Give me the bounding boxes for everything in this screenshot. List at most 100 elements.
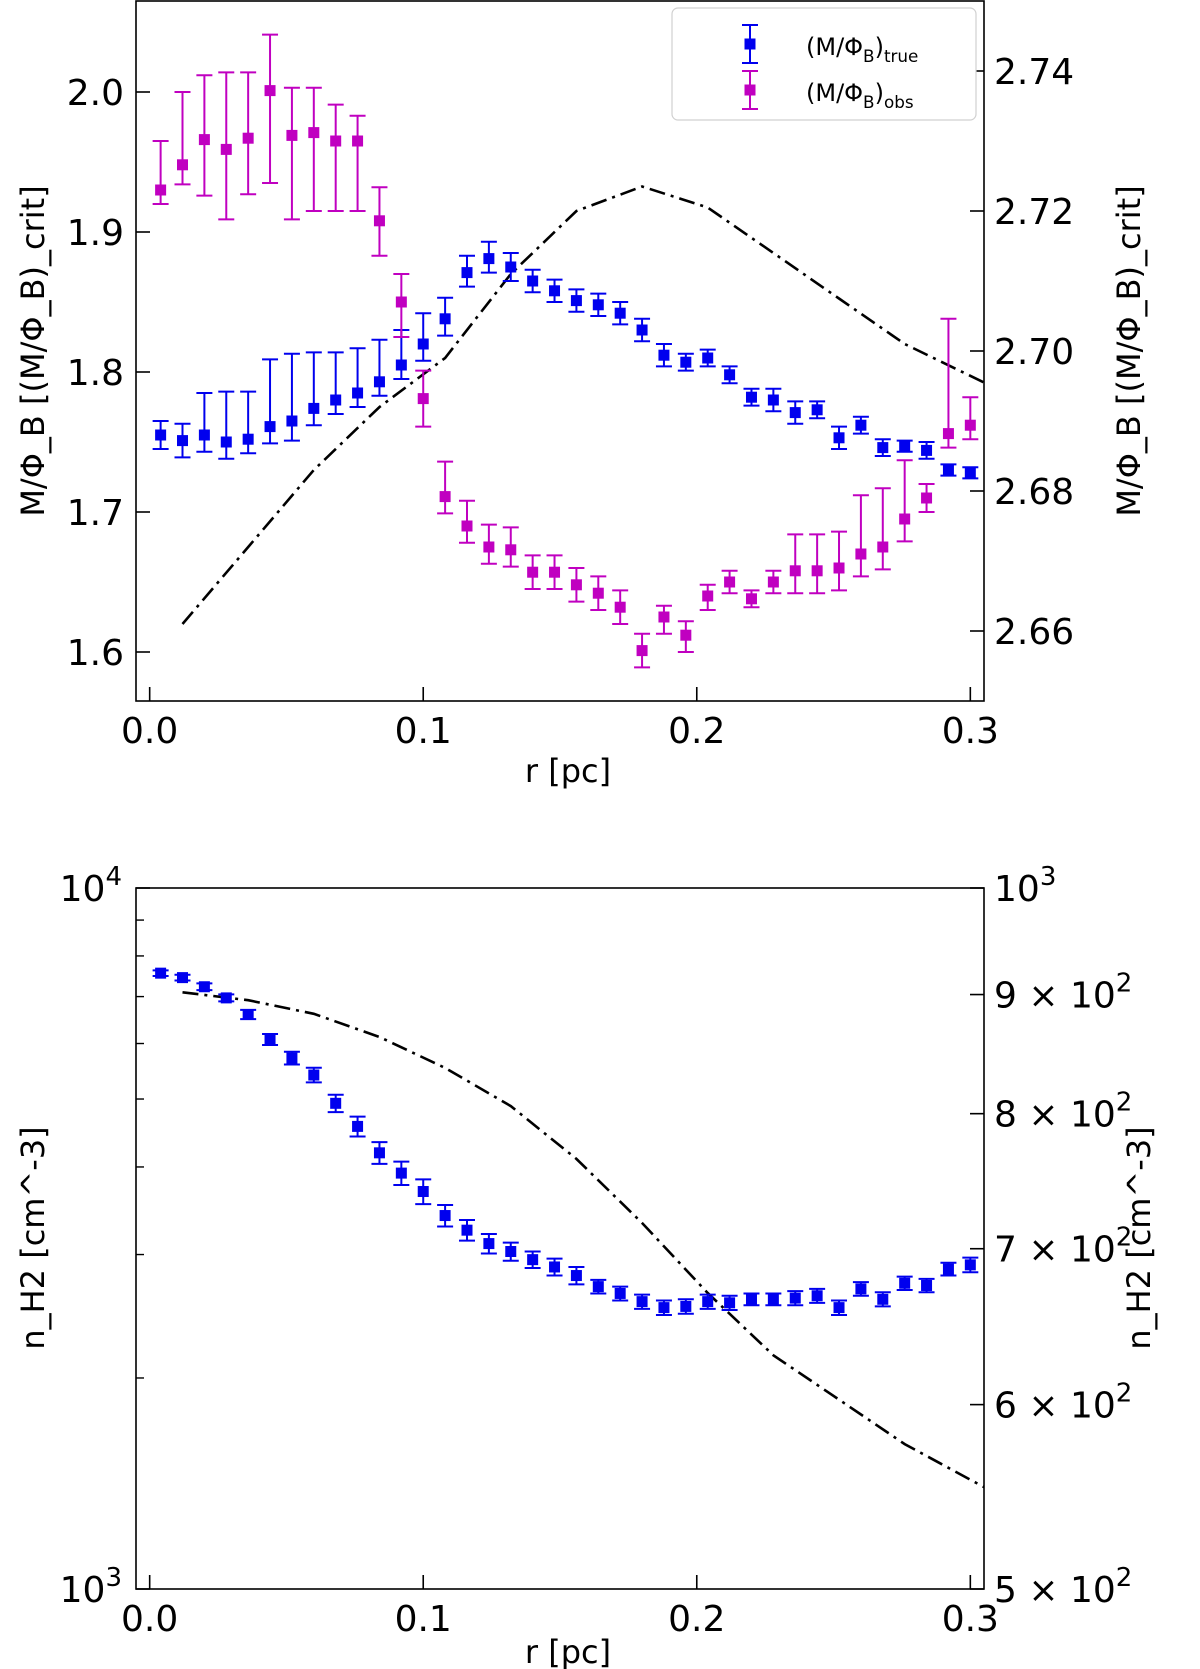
top-true-point bbox=[373, 376, 385, 388]
top-true-point bbox=[702, 352, 714, 364]
top-true-point bbox=[680, 356, 692, 368]
bottom-density-point bbox=[964, 1259, 976, 1271]
bottom-x-tick-label: 0.3 bbox=[942, 1599, 999, 1640]
top-obs-point bbox=[308, 127, 320, 139]
bottom-density-point bbox=[877, 1293, 889, 1305]
tick-mantissa: 5 × 10 bbox=[994, 1570, 1116, 1611]
legend-obs-close: ) bbox=[875, 79, 884, 107]
top-true-point bbox=[352, 387, 364, 399]
top-obs-point bbox=[483, 541, 495, 553]
top-true-point bbox=[921, 444, 933, 456]
top-obs-point bbox=[242, 132, 254, 144]
legend-true-close: ) bbox=[875, 33, 884, 61]
top-true-point bbox=[330, 394, 342, 406]
legend-obs-sub1: B bbox=[863, 92, 875, 112]
top-obs-point bbox=[789, 565, 801, 577]
bottom-series-density-layer bbox=[152, 967, 979, 1316]
top-series-obs-layer bbox=[152, 33, 979, 669]
tick-mantissa: 8 × 10 bbox=[994, 1095, 1116, 1136]
top-obs-point bbox=[198, 134, 210, 146]
top-x-tick-label: 0.3 bbox=[942, 711, 999, 752]
bottom-plot-frame bbox=[135, 887, 985, 1590]
top-true-point bbox=[177, 435, 189, 447]
tick-mantissa: 10 bbox=[994, 869, 1040, 910]
top-series-true-layer bbox=[152, 240, 979, 480]
tick-mantissa: 9 × 10 bbox=[994, 976, 1116, 1017]
bottom-y-tick-label-right: 103 bbox=[994, 862, 1056, 910]
bottom-density-point bbox=[352, 1120, 364, 1132]
top-obs-point bbox=[177, 159, 189, 171]
legend-true-sub1: B bbox=[863, 46, 875, 66]
bottom-density-point bbox=[702, 1296, 714, 1308]
bottom-density-point bbox=[505, 1246, 517, 1258]
top-x-axis-label: r [pc] bbox=[525, 752, 611, 790]
top-true-point bbox=[527, 275, 539, 287]
top-true-point bbox=[877, 442, 889, 454]
top-y-tick-label-left: 1.6 bbox=[67, 633, 124, 674]
bottom-density-point bbox=[570, 1270, 582, 1282]
bottom-density-point bbox=[373, 1147, 385, 1159]
bottom-density-point bbox=[614, 1287, 626, 1299]
legend-handle-marker bbox=[744, 38, 756, 50]
top-obs-point bbox=[899, 513, 911, 525]
tick-exponent: 3 bbox=[1040, 862, 1057, 892]
bottom-density-point bbox=[286, 1052, 298, 1064]
tick-exponent: 2 bbox=[1116, 969, 1133, 999]
top-obs-point bbox=[570, 579, 582, 591]
top-true-point bbox=[264, 421, 276, 433]
top-x-ticks: 0.0 0.1 0.2 0.3 bbox=[121, 687, 999, 752]
top-x-tick-label: 0.0 bbox=[121, 711, 178, 752]
bottom-x-tick-label: 0.1 bbox=[395, 1599, 452, 1640]
top-obs-point bbox=[964, 419, 976, 431]
top-obs-point bbox=[811, 565, 823, 577]
top-true-point bbox=[439, 313, 451, 325]
bottom-density-point bbox=[921, 1279, 933, 1291]
top-obs-point bbox=[549, 566, 561, 578]
top-y-tick-label-left: 2.0 bbox=[67, 73, 124, 114]
bottom-y-tick-label-right: 7 × 102 bbox=[994, 1223, 1132, 1271]
top-y-ticks-left: 1.6 1.7 1.8 1.9 2.0 bbox=[67, 73, 150, 674]
bottom-y-tick-label-right: 8 × 102 bbox=[994, 1088, 1132, 1136]
bottom-density-point bbox=[395, 1167, 407, 1179]
bottom-y-axis-label-left: n_H2 [cm^-3] bbox=[14, 1126, 52, 1349]
bottom-x-ticks: 0.0 0.1 0.2 0.3 bbox=[121, 1575, 999, 1640]
bottom-density-point bbox=[680, 1300, 692, 1312]
bottom-density-point bbox=[549, 1261, 561, 1273]
top-y-axis-label-left: M/Φ_B [(M/Φ_B)_crit] bbox=[14, 185, 52, 516]
top-true-point bbox=[964, 467, 976, 479]
top-y-tick-label-left: 1.9 bbox=[67, 213, 124, 254]
legend: (M/ΦB)true (M/ΦB)obs bbox=[671, 7, 977, 121]
top-obs-point bbox=[680, 629, 692, 641]
tick-exponent: 3 bbox=[105, 1563, 122, 1593]
top-obs-point bbox=[330, 135, 342, 147]
top-true-point bbox=[417, 338, 429, 350]
legend-handles bbox=[742, 24, 758, 110]
top-obs-point bbox=[877, 541, 889, 553]
top-y-tick-label-left: 1.8 bbox=[67, 353, 124, 394]
top-obs-point bbox=[505, 544, 517, 556]
top-true-point bbox=[549, 285, 561, 297]
top-obs-point bbox=[745, 593, 757, 605]
top-true-point bbox=[570, 295, 582, 307]
bottom-density-point bbox=[658, 1302, 670, 1314]
bottom-dashdot-line-layer bbox=[182, 991, 985, 1489]
top-obs-point bbox=[767, 576, 779, 588]
top-y-tick-label-left: 1.7 bbox=[67, 493, 124, 534]
tick-exponent: 4 bbox=[105, 862, 122, 892]
bottom-density-point bbox=[330, 1097, 342, 1109]
top-obs-point bbox=[352, 135, 364, 147]
top-true-point bbox=[745, 391, 757, 403]
top-true-point bbox=[592, 299, 604, 311]
top-obs-point bbox=[614, 601, 626, 613]
top-y-axis-label-right: M/Φ_B [(M/Φ_B)_crit] bbox=[1110, 185, 1148, 516]
legend-true-sub2: true bbox=[884, 46, 918, 66]
top-true-point bbox=[395, 359, 407, 371]
tick-mantissa: 7 × 10 bbox=[994, 1230, 1116, 1271]
bottom-density-point bbox=[636, 1296, 648, 1308]
bottom-density-point bbox=[417, 1186, 429, 1198]
tick-exponent: 2 bbox=[1116, 1223, 1133, 1253]
top-true-point bbox=[220, 436, 232, 448]
